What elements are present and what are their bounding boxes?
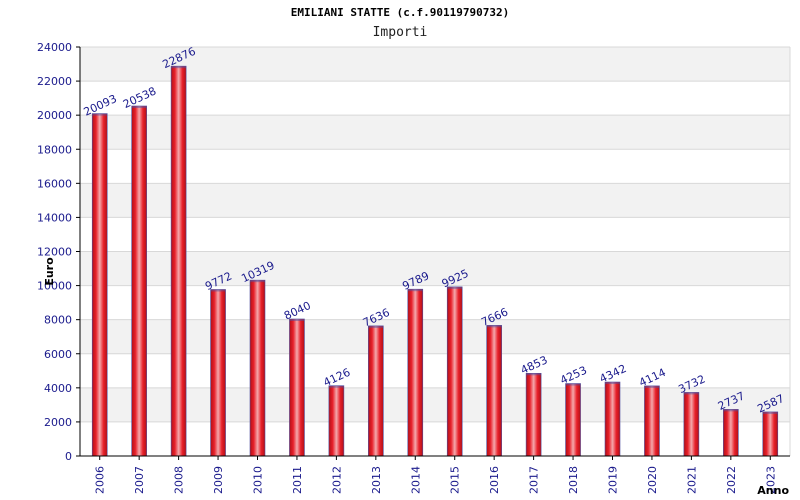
- bar-cap: [762, 411, 778, 414]
- bar-cap: [486, 325, 502, 328]
- y-tick-label: 8000: [44, 314, 72, 327]
- bar-cap: [289, 318, 305, 321]
- x-tick-label: 2006: [94, 466, 107, 494]
- bar-cap: [407, 289, 423, 292]
- bar-cap: [250, 280, 265, 283]
- y-tick-label: 12000: [37, 246, 72, 259]
- grid-band: [80, 47, 790, 82]
- y-axis-label: Euro: [43, 257, 56, 286]
- y-tick-label: 22000: [37, 75, 72, 88]
- bar-cap: [368, 325, 384, 328]
- bar-cap: [644, 385, 660, 388]
- bar-2011: [289, 318, 305, 457]
- bar-cap: [210, 289, 226, 292]
- y-tick-label: 6000: [44, 348, 72, 361]
- grid-band: [80, 285, 790, 320]
- bar-cap: [605, 382, 620, 385]
- x-axis-label: Anno: [757, 484, 789, 497]
- bar-2017: [525, 372, 542, 457]
- bar-2023: [762, 411, 779, 457]
- chart-subtitle: Importi: [372, 25, 428, 40]
- chart-title: EMILIANI STATTE (c.f.90119790732): [290, 6, 510, 19]
- x-tick-label: 2015: [449, 466, 462, 494]
- y-tick-label: 16000: [37, 177, 72, 190]
- y-tick-label: 0: [65, 450, 72, 463]
- bar-cap: [565, 383, 581, 386]
- grid-band: [80, 217, 790, 252]
- bar-cap: [723, 409, 739, 412]
- bar-2013: [368, 325, 384, 457]
- y-tick-label: 2000: [44, 416, 72, 429]
- grid-band: [80, 149, 790, 184]
- bar-2015: [446, 286, 463, 457]
- x-tick-label: 2008: [173, 466, 186, 494]
- bar-2021: [683, 392, 700, 457]
- x-tick-label: 2011: [291, 466, 304, 494]
- x-tick-label: 2014: [409, 466, 422, 494]
- y-tick-label: 18000: [37, 143, 72, 156]
- x-tick-label: 2017: [528, 466, 541, 494]
- x-tick-label: 2020: [646, 466, 659, 494]
- bar-2012: [328, 385, 345, 457]
- bar-2018: [565, 383, 581, 457]
- x-tick-label: 2021: [685, 466, 698, 494]
- bar-cap: [131, 105, 147, 108]
- x-tick-label: 2009: [212, 466, 225, 494]
- y-tick-label: 24000: [37, 41, 72, 54]
- y-tick-label: 4000: [44, 382, 72, 395]
- grid-band: [80, 115, 790, 150]
- bar-cap: [92, 113, 108, 116]
- grid-band: [80, 319, 790, 354]
- bar-2009: [210, 289, 226, 457]
- bar-2019: [604, 381, 621, 457]
- bar-2007: [131, 105, 147, 457]
- x-tick-label: 2018: [567, 466, 580, 494]
- grid-band: [80, 251, 790, 286]
- y-tick-label: 14000: [37, 211, 72, 224]
- grid-band: [80, 183, 790, 218]
- grid-band: [80, 81, 790, 116]
- x-tick-label: 2022: [725, 466, 738, 494]
- x-tick-label: 2013: [370, 466, 383, 494]
- bar-2016: [486, 325, 502, 457]
- bar-2014: [407, 288, 424, 457]
- bar-2010: [249, 279, 266, 457]
- bar-cap: [526, 373, 542, 376]
- x-tick-label: 2007: [133, 466, 146, 494]
- grid-band: [80, 387, 790, 422]
- x-tick-label: 2023: [764, 466, 777, 494]
- bar-cap: [328, 385, 344, 388]
- bar-cap: [447, 286, 463, 289]
- bar-2020: [644, 385, 660, 457]
- bar-cap: [683, 392, 699, 395]
- bar-cap: [171, 66, 187, 69]
- x-tick-label: 2012: [330, 466, 343, 494]
- y-tick-label: 20000: [37, 109, 72, 122]
- bar-2008: [170, 65, 187, 457]
- grid-band: [80, 421, 790, 456]
- bar-2006: [91, 113, 108, 457]
- grid-band: [80, 353, 790, 388]
- y-tick-label: 10000: [37, 280, 72, 293]
- x-tick-label: 2010: [252, 466, 265, 494]
- x-tick-label: 2019: [607, 466, 620, 494]
- x-tick-label: 2016: [488, 466, 501, 494]
- bar-2022: [723, 409, 739, 457]
